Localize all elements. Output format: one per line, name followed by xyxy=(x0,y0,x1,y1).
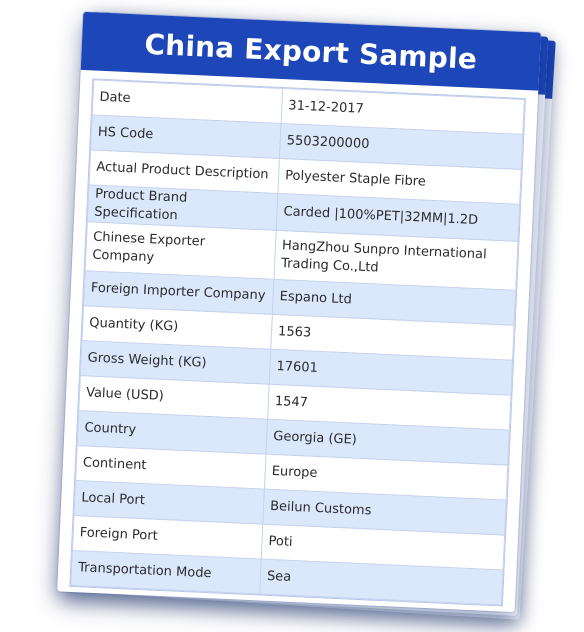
details-table: Date 31-12-2017 HS Code 5503200000 Actua… xyxy=(70,79,525,605)
sample-sheet: China Export Sample Date 31-12-2017 HS C… xyxy=(57,11,541,613)
sheet-title: China Export Sample xyxy=(143,27,478,76)
details-table-wrapper: Date 31-12-2017 HS Code 5503200000 Actua… xyxy=(69,78,526,607)
sheet-header: China Export Sample xyxy=(80,11,541,91)
row-label: Transportation Mode xyxy=(70,550,262,595)
row-label: Chinese Exporter Company xyxy=(85,221,277,280)
